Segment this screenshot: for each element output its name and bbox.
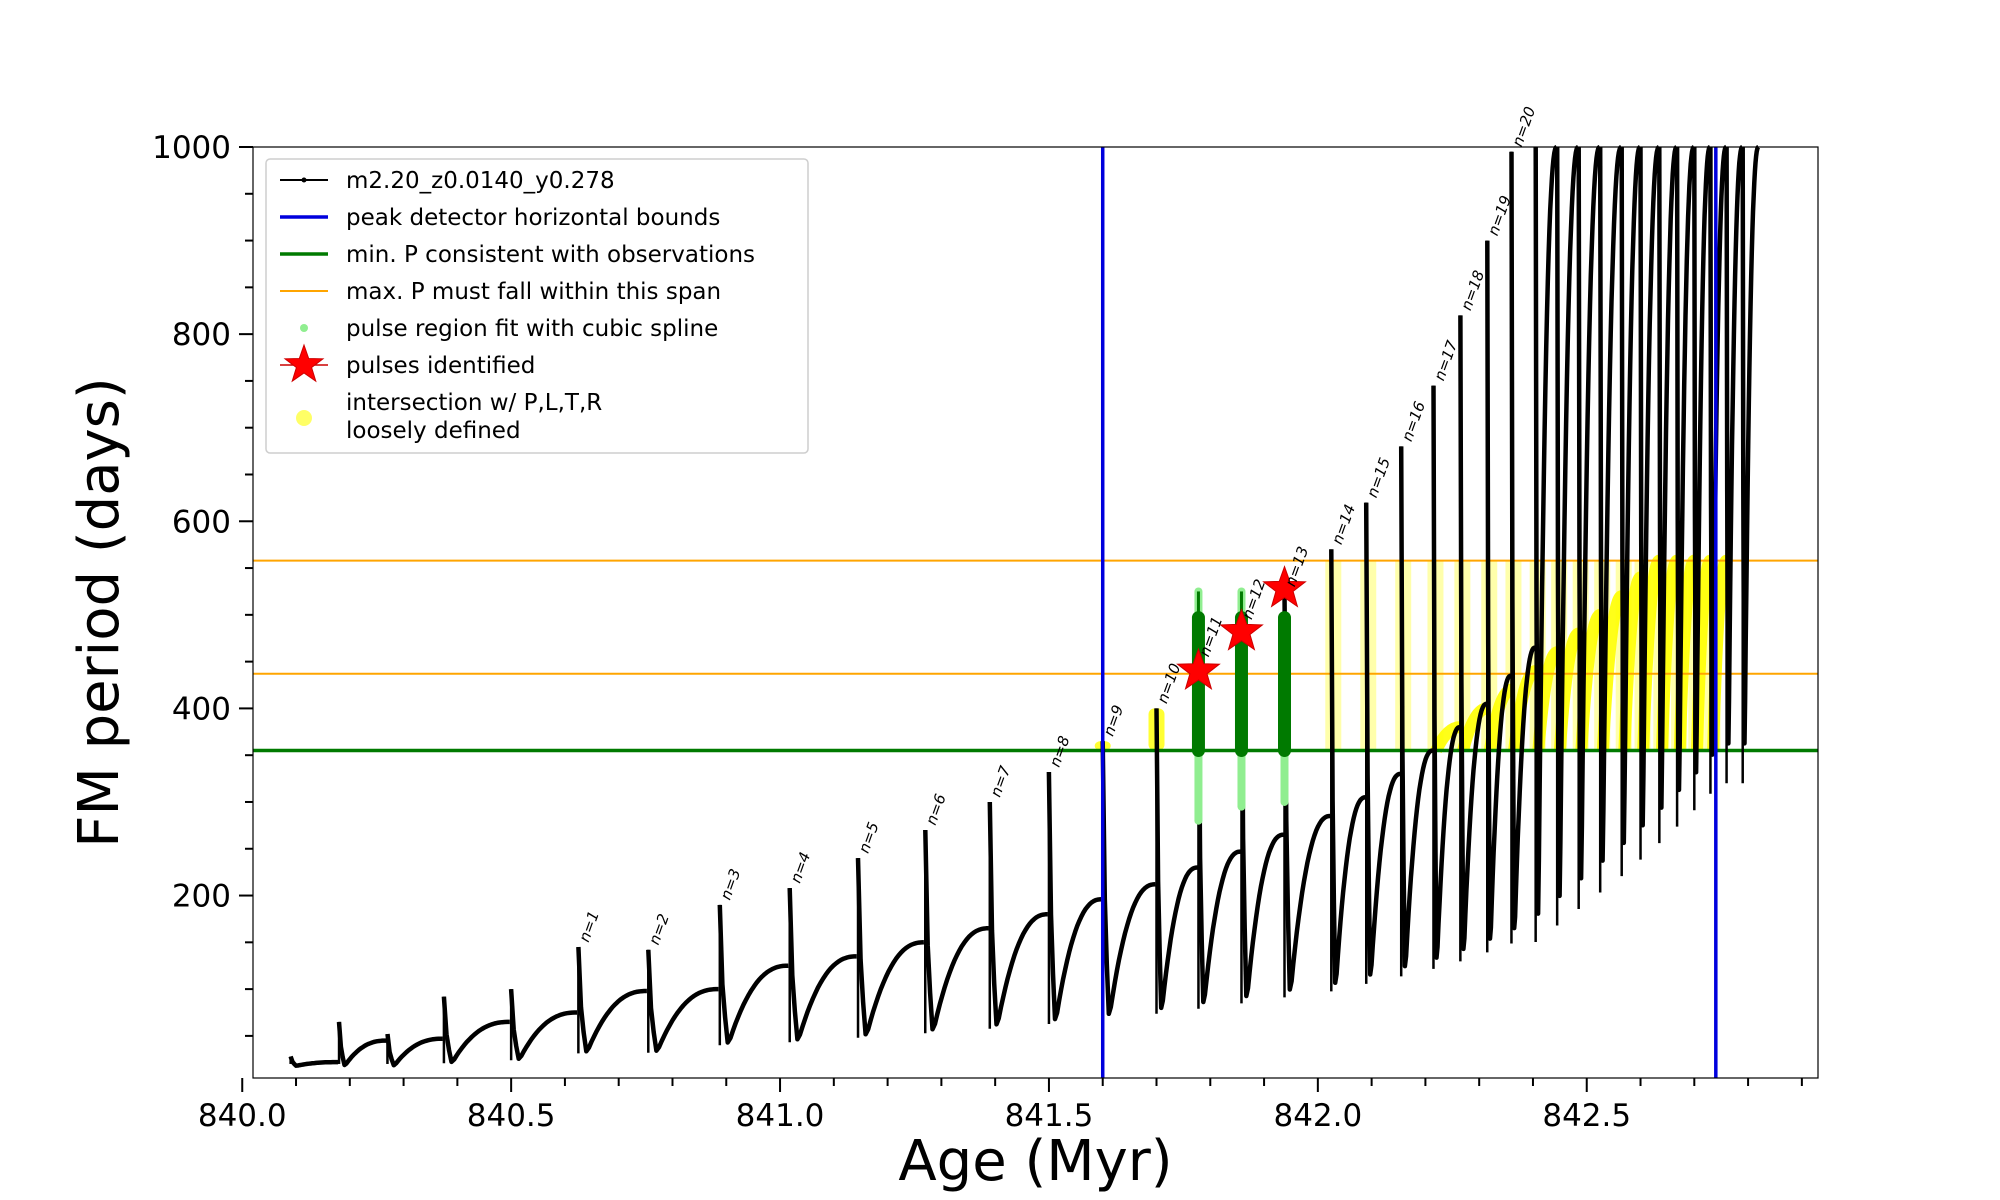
y-tick-label: 800 — [172, 317, 231, 353]
y-tick-label: 400 — [172, 691, 231, 727]
legend-star-marker — [283, 343, 325, 383]
y-axis-label: FM period (days) — [67, 377, 132, 847]
y-tick-label: 1000 — [152, 130, 231, 166]
pulse-label: n=10 — [1153, 661, 1184, 706]
x-tick-label: 842.0 — [1273, 1098, 1362, 1134]
plot-frame — [252, 146, 1819, 1079]
pulse-label: n=5 — [855, 820, 883, 856]
x-tick-label: 841.0 — [736, 1098, 825, 1134]
x-tick-label: 840.5 — [467, 1098, 556, 1134]
intersection-regions — [1094, 554, 1733, 754]
pulse-label: n=6 — [922, 792, 950, 828]
pulse-label: n=7 — [987, 763, 1015, 799]
x-axis-label: Age (Myr) — [898, 1129, 1172, 1194]
legend-label: intersection w/ P,L,T,R — [346, 390, 602, 416]
pulse-label: n=20 — [1508, 104, 1539, 149]
pulse-star — [1219, 608, 1264, 651]
pulse-star — [1262, 565, 1307, 608]
y-tick-label: 600 — [172, 504, 231, 540]
y-axis-ticks: 200 400 600 800 1000 — [152, 130, 253, 1037]
legend-model-dot — [301, 177, 307, 183]
pulse-star — [1176, 647, 1221, 691]
x-axis-ticks: 840.0 840.5 841.0 841.5 842.0 842.5 — [198, 1078, 1803, 1134]
legend-dot-marker — [300, 324, 308, 332]
pulse-label: n=2 — [645, 911, 673, 947]
pulse-label: n=3 — [717, 866, 745, 902]
pulse-label: n=16 — [1398, 399, 1429, 444]
vertical-lines — [1100, 147, 1718, 1078]
legend-label: min. P consistent with observations — [346, 242, 755, 268]
legend-label: peak detector horizontal bounds — [346, 205, 720, 231]
legend-label: loosely defined — [346, 418, 521, 444]
legend-box — [265, 158, 809, 454]
pulse-label: n=1 — [575, 908, 603, 944]
x-tick-label: 841.5 — [1005, 1098, 1094, 1134]
pulse-label: n=15 — [1363, 455, 1394, 500]
pulses-identified — [1176, 565, 1307, 691]
legend-circle-marker — [296, 410, 312, 426]
pulse-label: n=13 — [1281, 544, 1312, 589]
pulse-label: n=14 — [1328, 502, 1359, 547]
model-curve — [288, 144, 1761, 1068]
x-tick-label: 842.5 — [1542, 1098, 1631, 1134]
legend-label: pulse region fit with cubic spline — [346, 316, 718, 342]
model-series — [288, 144, 1761, 1068]
y-tick-label: 200 — [172, 879, 231, 915]
legend-label: max. P must fall within this span — [346, 279, 721, 305]
legend-label: pulses identified — [346, 353, 535, 379]
pulse-label: n=18 — [1457, 268, 1488, 313]
pulse-label: n=4 — [787, 850, 815, 886]
x-tick-label: 840.0 — [198, 1098, 287, 1134]
pulse-label: n=17 — [1430, 338, 1461, 383]
legend-label: m2.20_z0.0140_y0.278 — [346, 168, 615, 194]
